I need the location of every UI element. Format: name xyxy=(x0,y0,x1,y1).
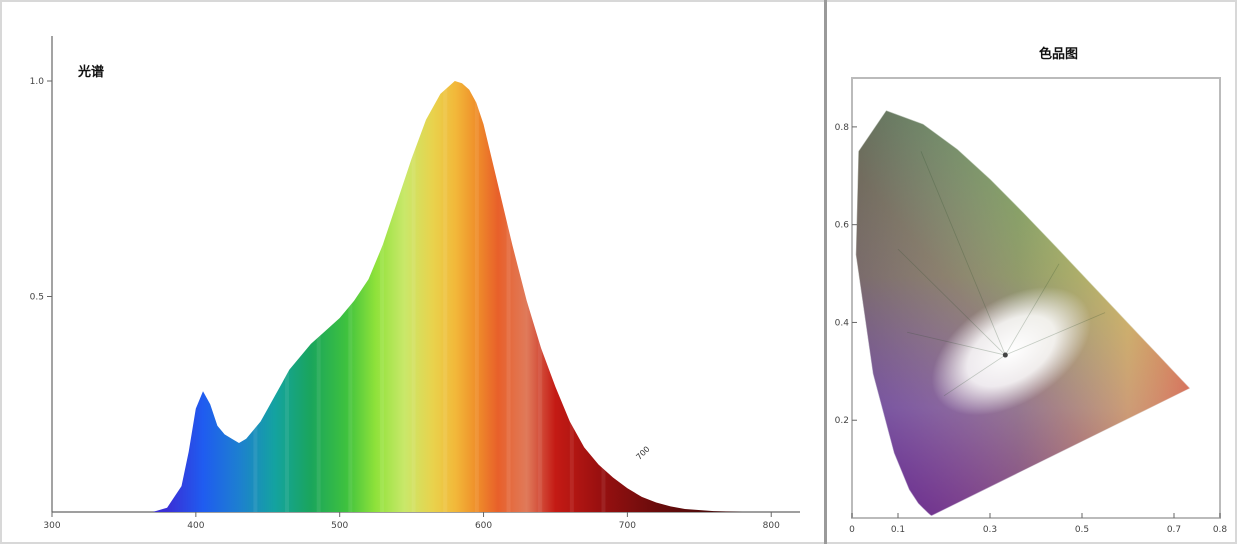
spectrum-area xyxy=(152,81,743,512)
cie-y-tick-label: 0.6 xyxy=(835,221,850,231)
cie-ticks: 0 0.1 0.3 0.5 0.7 0.8 0.2 0.4 0.6 0.8 xyxy=(835,123,1228,535)
cie-plot-frame xyxy=(851,77,1221,519)
cie-x-tick-label: 0.5 xyxy=(1075,525,1089,535)
cie-x-tick-label: 0.7 xyxy=(1167,525,1181,535)
spectrum-marks xyxy=(152,81,743,512)
cie-guide-line xyxy=(907,331,1006,356)
spectrum-ticks: 300 400 500 600 700 800 1.0 0.5 xyxy=(30,77,780,531)
cie-guide-line xyxy=(1005,312,1106,356)
cie-white-region xyxy=(931,286,1091,416)
cie-guide-line xyxy=(1004,263,1060,356)
cie-marks xyxy=(855,109,1191,517)
spectrum-y-tick-label: 1.0 xyxy=(30,77,45,87)
spectrum-y-tick-label: 0.5 xyxy=(30,293,44,303)
cie-x-tick-label: 0.3 xyxy=(983,525,997,535)
spectrum-x-tick-label: 300 xyxy=(43,521,60,531)
cie-color-fill xyxy=(855,110,1191,516)
spectrum-band xyxy=(379,81,384,512)
spectrum-x-tick-label: 400 xyxy=(187,521,204,531)
cie-y-tick-label: 0.2 xyxy=(835,416,849,426)
spectrum-x-tick-label: 500 xyxy=(331,521,348,531)
cie-locus xyxy=(855,109,1191,517)
spectrum-x-tick-label: 700 xyxy=(619,521,636,531)
spectrum-band xyxy=(569,81,574,512)
spectrum-x-tick-label: 800 xyxy=(763,521,780,531)
spectrum-band xyxy=(411,81,416,512)
cie-guide-line xyxy=(897,248,1006,356)
spectrum-x-tick-label: 600 xyxy=(475,521,492,531)
spectrum-chart: 光谱 300 400 500 600 700 800 1.0 0.5 700 xyxy=(30,36,800,531)
spectrum-band xyxy=(316,81,321,512)
cie-title: 色品图 xyxy=(1039,46,1078,62)
spectrum-panel: 光谱 300 400 500 600 700 800 1.0 0.5 700 xyxy=(30,36,800,531)
cie-white-point xyxy=(1002,352,1008,358)
cie-x-tick-label: 0 xyxy=(849,525,855,535)
cie-x-tick-label: 0.8 xyxy=(1213,525,1228,535)
spectrum-band xyxy=(601,81,606,512)
cie-panel: 色品图 0 0.1 0.3 0.5 0.7 0.8 0.2 0.4 0.6 0.8 xyxy=(827,0,1237,544)
spectrum-band xyxy=(253,81,258,512)
cie-x-tick-label: 0.1 xyxy=(891,525,905,535)
spectrum-band xyxy=(443,81,448,512)
spectrum-band xyxy=(538,81,543,512)
spectrum-band xyxy=(348,81,353,512)
cie-y-tick-label: 0.4 xyxy=(835,318,850,328)
spectrum-annotation: 700 xyxy=(634,445,651,462)
spectrum-band xyxy=(506,81,511,512)
cie-guide-line xyxy=(920,151,1006,356)
cie-guide-line xyxy=(943,354,1006,397)
panel-divider xyxy=(824,0,827,544)
cie-chart: 色品图 0 0.1 0.3 0.5 0.7 0.8 0.2 0.4 0.6 0.8 xyxy=(835,46,1228,535)
spectrum-band xyxy=(474,81,479,512)
cie-y-tick-label: 0.8 xyxy=(835,123,850,133)
spectrum-band xyxy=(285,81,290,512)
spectrum-title: 光谱 xyxy=(77,64,104,80)
